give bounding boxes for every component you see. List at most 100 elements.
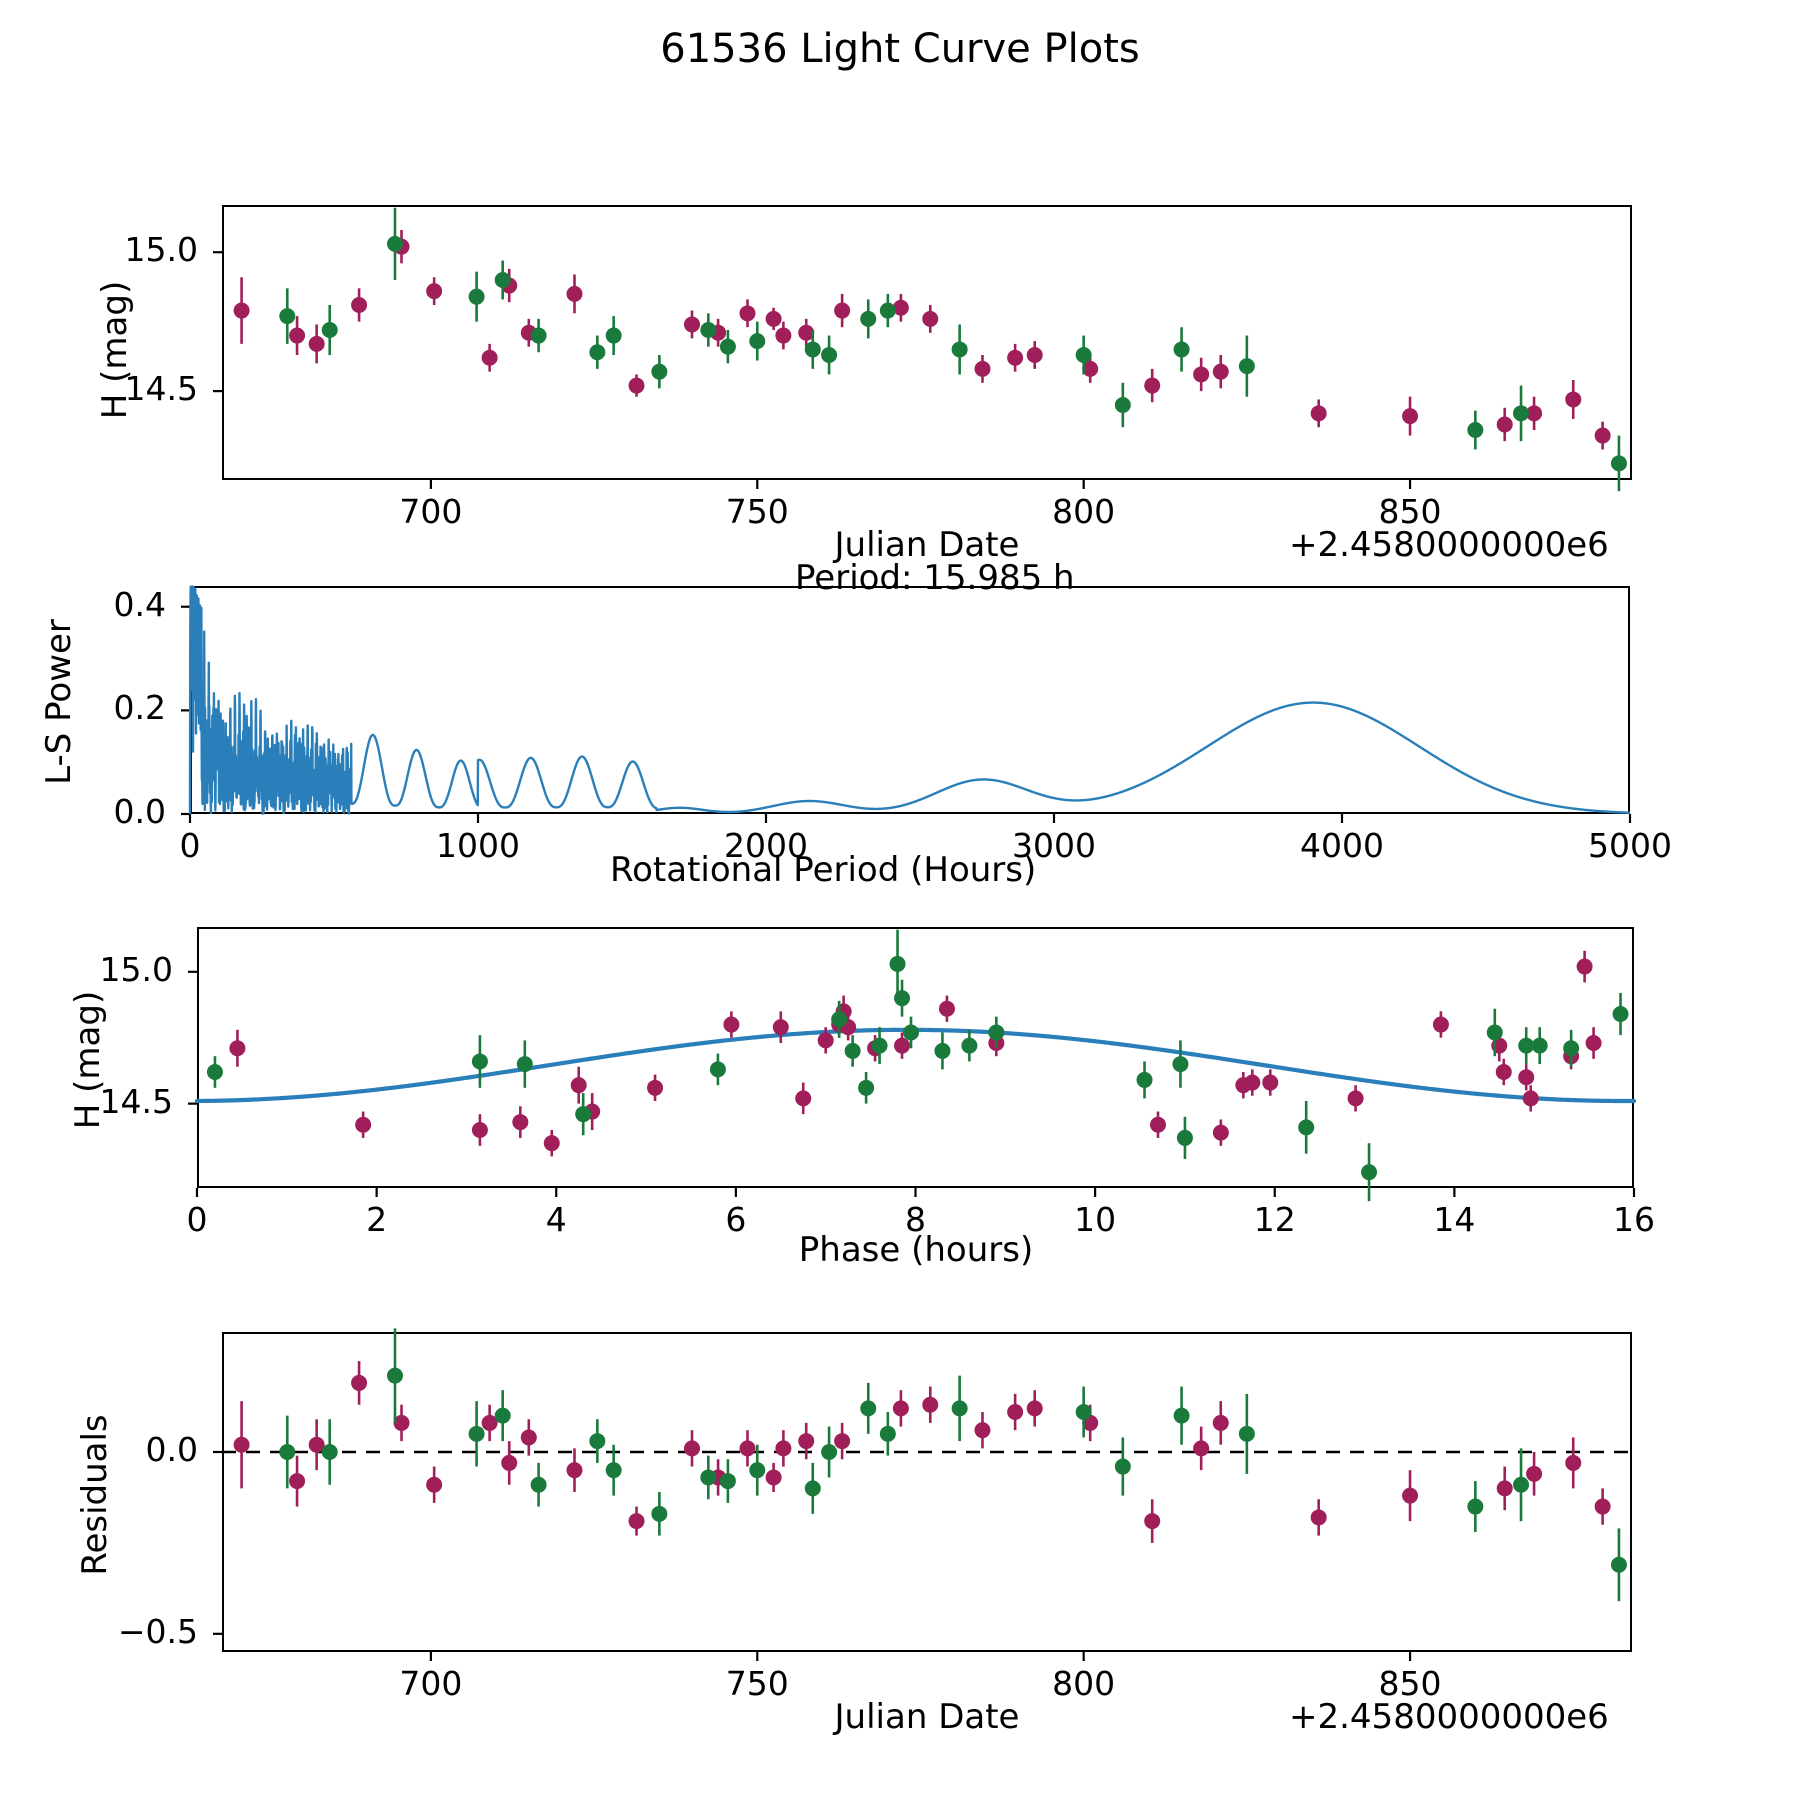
phasefold-axes — [197, 927, 1634, 1188]
data-point — [892, 299, 909, 316]
data-point — [775, 327, 792, 344]
lightcurve-x-tick-label: 700 — [399, 492, 463, 531]
data-point — [821, 1444, 838, 1460]
data-point — [1176, 1129, 1193, 1146]
periodogram-period-annotation: Period: 15.985 h — [795, 558, 1075, 598]
periodogram-line — [188, 585, 1631, 815]
data-point — [879, 302, 896, 319]
data-point — [1585, 1035, 1602, 1051]
data-point — [831, 1011, 848, 1028]
data-point — [719, 1473, 736, 1490]
periodogram-y-tick-label: 0.4 — [113, 584, 166, 624]
periodogram-x-tick-label: 4000 — [1300, 826, 1384, 865]
phasefold-x-tick-label: 8 — [905, 1200, 926, 1239]
data-point — [589, 344, 606, 361]
data-point — [530, 1476, 547, 1493]
data-point — [289, 327, 306, 344]
data-point — [974, 360, 991, 377]
data-point — [951, 341, 968, 358]
data-point — [494, 1407, 511, 1424]
data-point — [1007, 349, 1024, 366]
data-point — [858, 1079, 875, 1096]
data-point — [1114, 397, 1131, 413]
periodogram-x-tick-label: 0 — [179, 826, 201, 865]
data-point — [530, 327, 547, 344]
data-point — [1432, 1016, 1449, 1033]
data-point — [798, 324, 815, 341]
data-point — [471, 1053, 488, 1070]
residuals-x-offset-text: +2.4580000000e6 — [1289, 1697, 1609, 1737]
data-point — [709, 1061, 726, 1078]
data-point — [1518, 1037, 1535, 1054]
data-point — [1402, 408, 1419, 425]
data-point — [684, 316, 700, 333]
data-point — [765, 310, 782, 327]
data-point — [1594, 427, 1611, 444]
data-point — [1496, 416, 1513, 433]
lightcurve-y-tick-label: 15.0 — [124, 230, 198, 270]
periodogram-xlabel: Rotational Period (Hours) — [610, 850, 1037, 890]
panel-residuals: Residuals Julian Date +2.4580000000e6 0.… — [0, 1250, 1800, 1800]
data-point — [308, 1436, 325, 1453]
data-point — [719, 338, 736, 355]
data-point — [1612, 1006, 1629, 1022]
sinusoid-fit-line — [194, 1027, 1637, 1104]
panel-lightcurve: H (mag) Julian Date +2.4580000000e6 15.0… — [0, 0, 1800, 600]
data-point — [1513, 1476, 1530, 1493]
data-point — [804, 341, 821, 358]
data-point — [566, 1462, 583, 1479]
phasefold-x-tick-label: 4 — [545, 1200, 567, 1239]
lightcurve-plot-area — [213, 207, 1627, 492]
data-point — [860, 310, 877, 327]
data-point — [233, 1436, 250, 1453]
data-point — [351, 297, 368, 313]
data-point — [1402, 1487, 1419, 1504]
data-point — [938, 1000, 955, 1017]
data-point — [1361, 1164, 1378, 1181]
data-point — [871, 1037, 888, 1054]
data-point — [321, 322, 338, 338]
residuals-ylabel: Residuals — [75, 1414, 115, 1576]
periodogram-axes — [190, 586, 1630, 814]
data-point — [566, 285, 583, 302]
data-point — [229, 1040, 246, 1057]
data-point — [1238, 358, 1255, 375]
data-point — [628, 1513, 645, 1530]
phasefold-x-tick-label: 10 — [1074, 1200, 1117, 1239]
data-point — [739, 305, 756, 322]
data-point — [628, 377, 645, 394]
data-point — [206, 1064, 223, 1080]
data-point — [1262, 1074, 1279, 1091]
data-point — [834, 1433, 851, 1450]
data-point — [543, 1135, 560, 1152]
data-point — [494, 272, 511, 288]
data-point — [393, 1414, 410, 1431]
data-point — [575, 1106, 592, 1123]
data-point — [1144, 377, 1161, 394]
data-point — [834, 302, 851, 319]
data-point — [749, 1462, 766, 1479]
data-point — [879, 1425, 896, 1442]
data-point — [605, 1462, 622, 1479]
data-point — [1026, 1400, 1043, 1417]
data-point — [1594, 1498, 1611, 1515]
data-point — [651, 363, 668, 380]
data-point — [1513, 405, 1530, 422]
data-point — [798, 1433, 815, 1450]
data-point — [1075, 347, 1092, 363]
data-point — [765, 1469, 782, 1486]
data-point — [860, 1400, 877, 1417]
data-point — [795, 1090, 812, 1107]
phasefold-x-tick-label: 16 — [1613, 1200, 1655, 1239]
data-point — [894, 1037, 911, 1054]
data-point — [961, 1037, 978, 1054]
data-point — [1173, 341, 1190, 358]
data-point — [1172, 1056, 1189, 1073]
data-point — [468, 1425, 485, 1442]
data-point — [922, 310, 939, 327]
data-point — [647, 1079, 664, 1096]
data-point — [988, 1024, 1005, 1041]
data-point — [1526, 1465, 1543, 1482]
data-point — [426, 1476, 443, 1493]
periodogram-plot-area — [181, 585, 1632, 823]
